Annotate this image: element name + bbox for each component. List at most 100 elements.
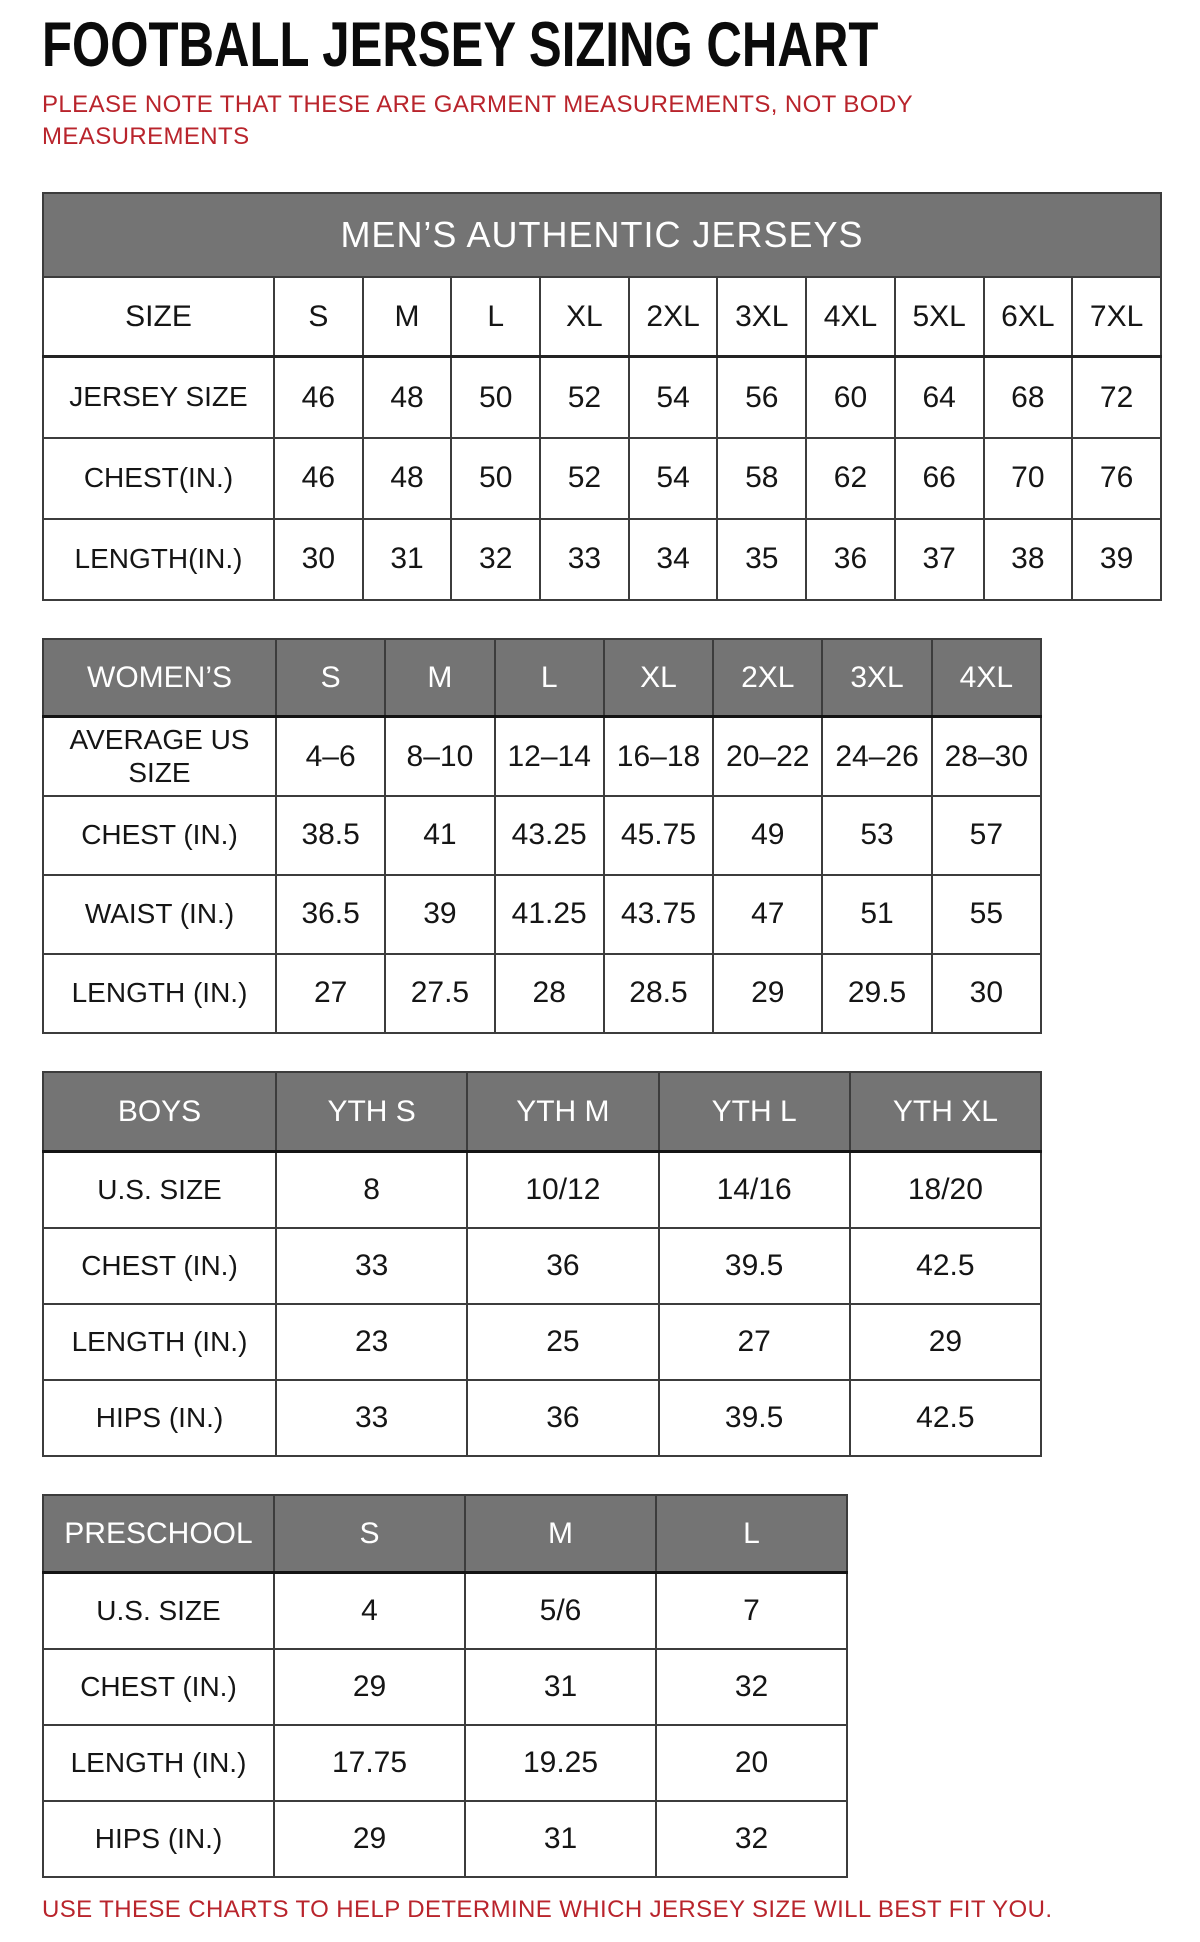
boys-column-header: YTH XL (848, 1070, 1043, 1154)
boys-value-cell: 8 (274, 1150, 469, 1229)
preschool-table-section: PRESCHOOL S M L U.S. SIZE 4 5/6 7 CHEST (IN.) 29 3… (42, 1493, 1170, 1878)
womens-column-header: 2XL (712, 637, 824, 719)
preschool-value-cell: 20 (655, 1723, 848, 1802)
mens-row-label: LENGTH(IN.) (42, 517, 275, 601)
mens-value-cell: 54 (627, 355, 719, 439)
boys-value-cell: 25 (466, 1302, 660, 1381)
mens-value-cell: 76 (1071, 436, 1162, 520)
womens-column-header: L (493, 637, 605, 719)
boys-value-cell: 14/16 (657, 1150, 851, 1229)
womens-value-cell: 12–14 (493, 715, 605, 797)
womens-row-label: CHEST (IN.) (42, 794, 277, 876)
mens-value-cell: 54 (627, 436, 719, 520)
womens-value-cell: 28 (493, 952, 605, 1034)
mens-value-cell: 35 (716, 517, 808, 601)
boys-column-header: YTH S (274, 1070, 469, 1154)
womens-column-header: S (274, 637, 387, 719)
mens-table-row: LENGTH(IN.) 30 31 32 33 34 35 36 37 38 39 (42, 517, 1162, 601)
mens-column-header: 5XL (893, 275, 985, 359)
womens-value-cell: 4–6 (274, 715, 387, 797)
womens-table-row: CHEST (IN.) 38.5 41 43.25 45.75 49 53 57 (42, 794, 1042, 876)
mens-column-header: 6XL (982, 275, 1074, 359)
womens-value-cell: 57 (930, 794, 1042, 876)
preschool-row-label: CHEST (IN.) (42, 1647, 275, 1726)
boys-value-cell: 33 (274, 1378, 469, 1457)
mens-value-cell: 50 (450, 355, 542, 439)
boys-value-cell: 23 (274, 1302, 469, 1381)
womens-value-cell: 53 (821, 794, 933, 876)
womens-value-cell: 27 (274, 952, 387, 1034)
womens-value-cell: 43.75 (602, 873, 715, 955)
preschool-row-label: LENGTH (IN.) (42, 1723, 275, 1802)
mens-value-cell: 34 (627, 517, 719, 601)
womens-value-cell: 45.75 (602, 794, 715, 876)
mens-size-table: MEN’S AUTHENTIC JERSEYS SIZE S M L XL 2XL 3XL 4X… (42, 191, 1162, 601)
preschool-row-label: U.S. SIZE (42, 1571, 275, 1650)
preschool-column-header: S (273, 1493, 466, 1575)
garment-measurements-note: PLEASE NOTE THAT THESE ARE GARMENT MEASU… (42, 91, 913, 151)
boys-column-header: YTH L (657, 1070, 851, 1154)
womens-table-row: WAIST (IN.) 36.5 39 41.25 43.75 47 51 55 (42, 873, 1042, 955)
womens-column-header: 3XL (821, 637, 933, 719)
boys-table-row: CHEST (IN.) 33 36 39.5 42.5 (42, 1226, 1043, 1305)
womens-value-cell: 55 (930, 873, 1042, 955)
mens-row-label: CHEST(IN.) (42, 436, 275, 520)
boys-column-header: YTH M (466, 1070, 660, 1154)
page-title: FOOTBALL JERSEY SIZING CHART (42, 10, 879, 80)
mens-value-cell: 66 (893, 436, 985, 520)
womens-value-cell: 27.5 (384, 952, 496, 1034)
mens-value-cell: 58 (716, 436, 808, 520)
womens-value-cell: 36.5 (274, 873, 387, 955)
boys-size-table: BOYS YTH S YTH M YTH L YTH XL U.S. SIZE 8 10/12… (42, 1070, 1043, 1457)
mens-value-cell: 30 (273, 517, 364, 601)
preschool-value-cell: 32 (655, 1799, 848, 1878)
tables-container: MEN’S AUTHENTIC JERSEYS SIZE S M L XL 2XL 3XL 4X… (42, 191, 1170, 1878)
womens-value-cell: 41 (384, 794, 496, 876)
mens-value-cell: 64 (893, 355, 985, 439)
womens-table-section: WOMEN’S S M L XL 2XL 3XL 4XL AVERAGE US SIZE 4–6 8… (42, 637, 1170, 1034)
preschool-table-row: U.S. SIZE 4 5/6 7 (42, 1571, 848, 1650)
womens-value-cell: 16–18 (602, 715, 715, 797)
boys-table-row: HIPS (IN.) 33 36 39.5 42.5 (42, 1378, 1043, 1457)
mens-column-header: 3XL (716, 275, 808, 359)
mens-value-cell: 33 (539, 517, 630, 601)
mens-column-header: M (361, 275, 453, 359)
womens-value-cell: 8–10 (384, 715, 496, 797)
mens-value-cell: 32 (450, 517, 542, 601)
mens-value-cell: 36 (805, 517, 896, 601)
womens-value-cell: 38.5 (274, 794, 387, 876)
mens-value-cell: 37 (893, 517, 985, 601)
womens-value-cell: 28.5 (602, 952, 715, 1034)
womens-value-cell: 30 (930, 952, 1042, 1034)
boys-row-label: CHEST (IN.) (42, 1226, 277, 1305)
preschool-size-table: PRESCHOOL S M L U.S. SIZE 4 5/6 7 CHEST (IN.) 29 3… (42, 1493, 848, 1878)
womens-table-row: AVERAGE US SIZE 4–6 8–10 12–14 16–18 20–22 24–… (42, 715, 1042, 797)
womens-value-cell: 20–22 (712, 715, 824, 797)
womens-value-cell: 29.5 (821, 952, 933, 1034)
mens-banner: MEN’S AUTHENTIC JERSEYS (42, 191, 1162, 278)
boys-value-cell: 18/20 (848, 1150, 1043, 1229)
womens-value-cell: 43.25 (493, 794, 605, 876)
mens-value-cell: 56 (716, 355, 808, 439)
womens-size-table: WOMEN’S S M L XL 2XL 3XL 4XL AVERAGE US SIZE 4–6 8… (42, 637, 1042, 1034)
boys-value-cell: 10/12 (466, 1150, 660, 1229)
womens-value-cell: 29 (712, 952, 824, 1034)
mens-table-row: JERSEY SIZE 46 48 50 52 54 56 60 64 68 72 (42, 355, 1162, 439)
mens-column-header: 7XL (1071, 275, 1162, 359)
preschool-value-cell: 19.25 (464, 1723, 657, 1802)
boys-table-row: U.S. SIZE 8 10/12 14/16 18/20 (42, 1150, 1043, 1229)
boys-value-cell: 36 (466, 1378, 660, 1457)
womens-table-row: LENGTH (IN.) 27 27.5 28 28.5 29 29.5 30 (42, 952, 1042, 1034)
preschool-value-cell: 4 (273, 1571, 466, 1650)
womens-column-header: M (384, 637, 496, 719)
mens-value-cell: 52 (539, 355, 630, 439)
mens-column-header: S (273, 275, 364, 359)
boys-row-label: HIPS (IN.) (42, 1378, 277, 1457)
preschool-value-cell: 5/6 (464, 1571, 657, 1650)
boys-value-cell: 39.5 (657, 1378, 851, 1457)
preschool-value-cell: 32 (655, 1647, 848, 1726)
womens-value-cell: 39 (384, 873, 496, 955)
mens-column-header: 2XL (627, 275, 719, 359)
boys-value-cell: 36 (466, 1226, 660, 1305)
